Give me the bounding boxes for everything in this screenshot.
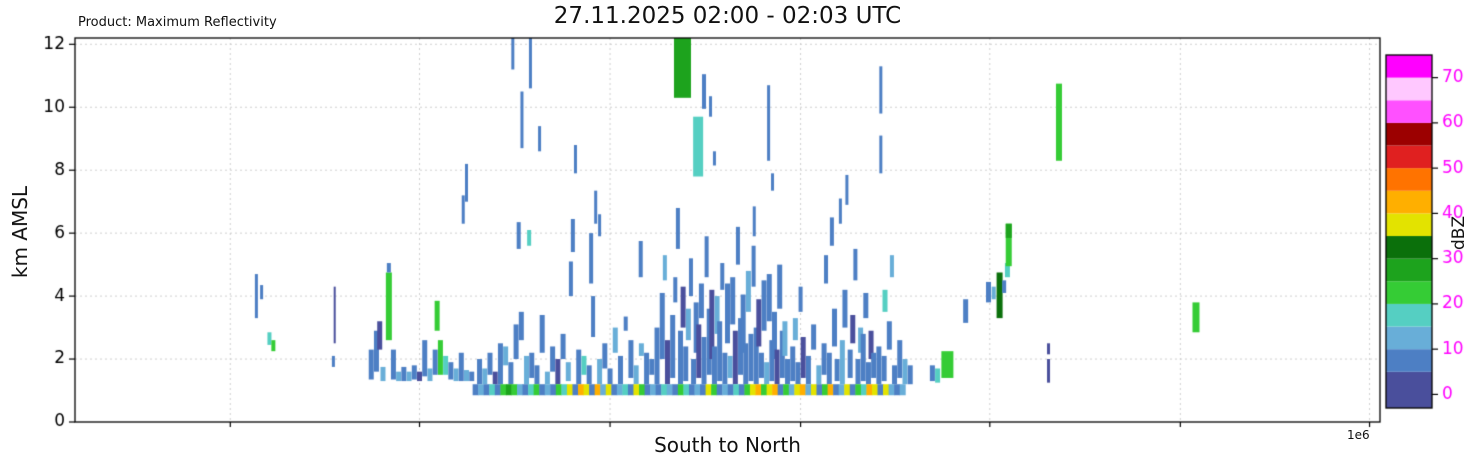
x-offset-label: 1e6 (1347, 428, 1370, 442)
y-axis-label: km AMSL (8, 185, 32, 279)
x-axis-label: South to North (654, 433, 801, 457)
product-label: Product: Maximum Reflectivity (78, 15, 277, 30)
chart-title: 27.11.2025 02:00 - 02:03 UTC (553, 3, 902, 29)
colorbar-label: dBZ (1449, 215, 1469, 251)
